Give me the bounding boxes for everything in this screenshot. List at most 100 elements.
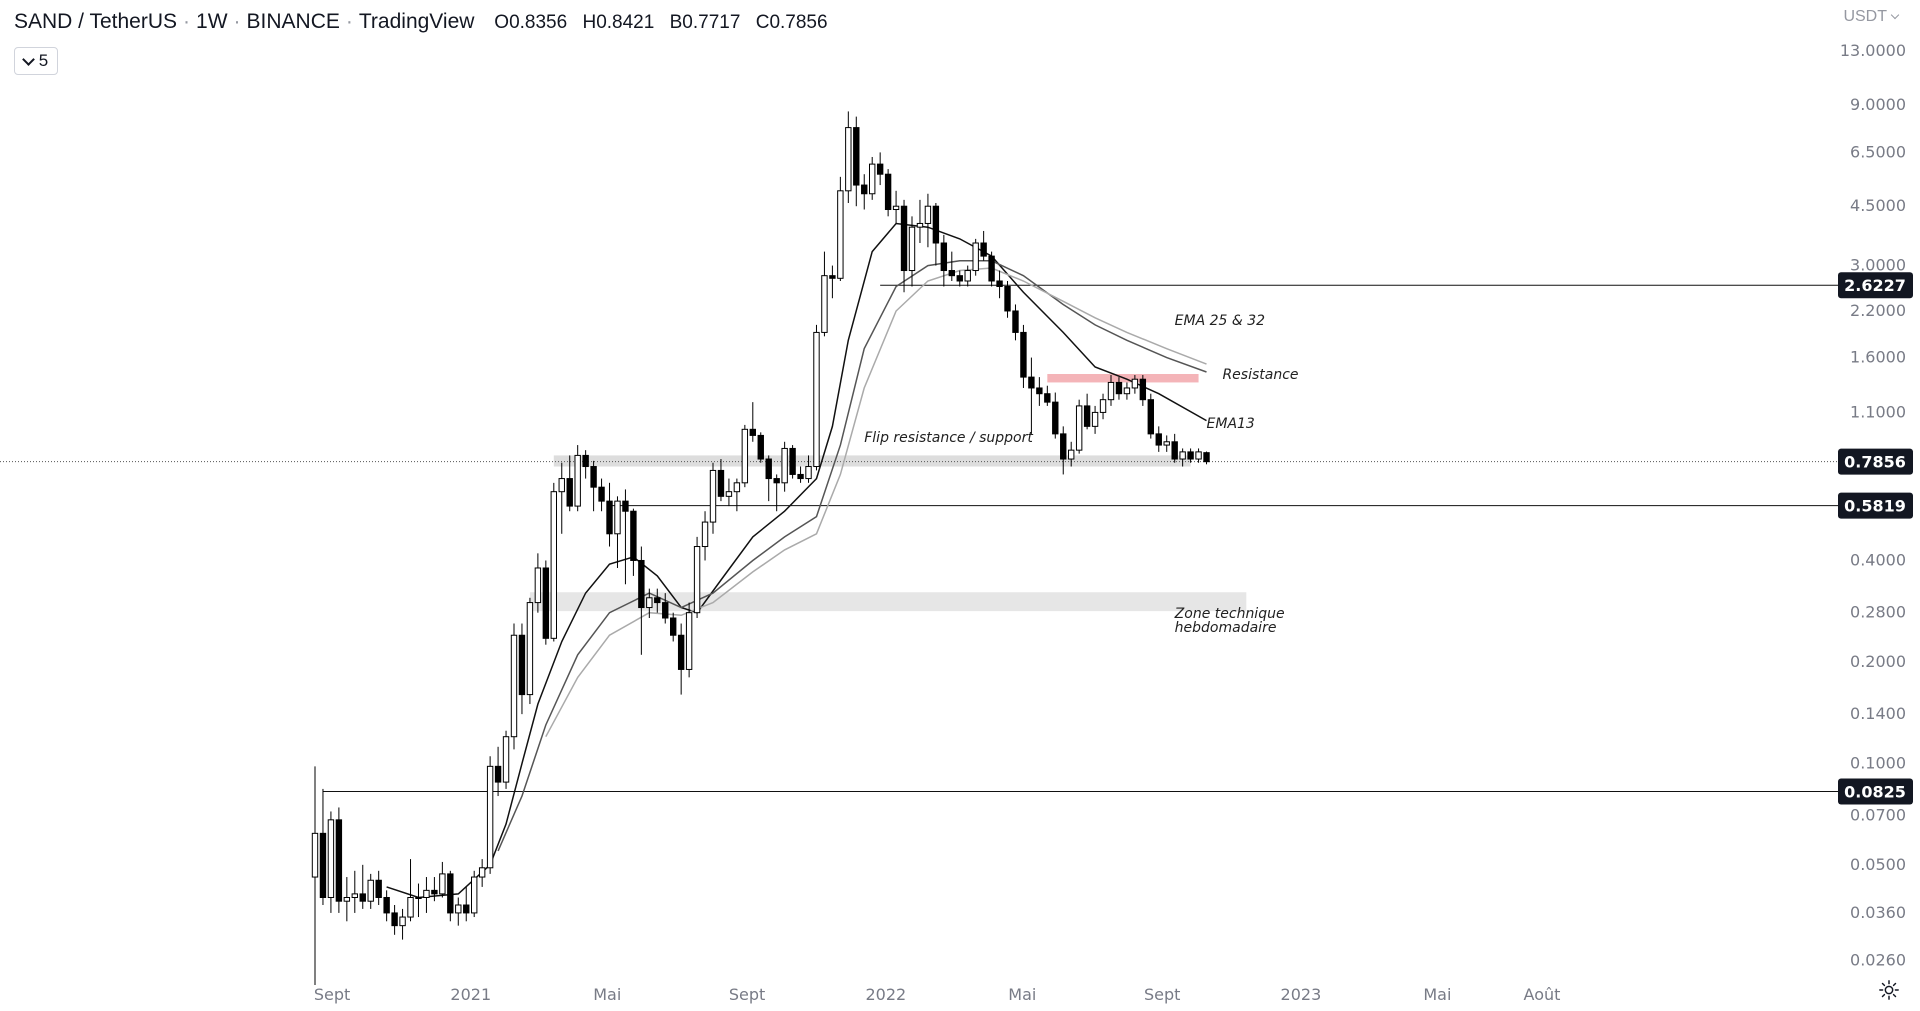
candle-body <box>1012 310 1019 333</box>
chart-annotation: EMA 25 & 32 <box>1175 313 1265 329</box>
candle-body <box>335 819 343 902</box>
y-tick-label: 0.2000 <box>1850 652 1906 671</box>
candle-body <box>1107 381 1115 401</box>
symbol-name[interactable]: SAND / TetherUS <box>14 10 178 33</box>
ohlc-open-key: O <box>494 12 510 33</box>
price-label: 0.5819 <box>1844 497 1906 516</box>
candle-body <box>789 447 796 475</box>
candle-body <box>558 478 565 493</box>
candle-body <box>415 896 422 899</box>
candle-body <box>1091 411 1099 427</box>
x-tick-label: Mai <box>1008 985 1036 1004</box>
candle-body <box>1195 451 1202 460</box>
y-tick-label: 0.1000 <box>1850 753 1906 772</box>
candle-body <box>486 765 494 869</box>
candle-body <box>924 205 932 224</box>
candle-body <box>884 173 892 211</box>
candle-body <box>988 255 995 282</box>
candle-body <box>972 242 979 272</box>
candle-body <box>407 896 414 918</box>
candle-body <box>717 469 725 497</box>
candle-body <box>662 602 669 619</box>
candle-body <box>805 466 812 480</box>
candle-body <box>781 447 788 484</box>
candle-body <box>399 916 406 927</box>
candle-body <box>1171 441 1178 460</box>
candle-body <box>1044 393 1051 403</box>
candle-body <box>837 190 844 279</box>
candle-body <box>916 222 924 228</box>
candle-body <box>606 500 613 535</box>
ohlc-high-key: H <box>582 12 597 33</box>
chart-annotation: hebdomadaire <box>1175 620 1277 636</box>
interval-label[interactable]: 1W <box>196 10 228 33</box>
y-tick-label: 0.0700 <box>1850 806 1906 825</box>
candle-body <box>1052 401 1059 435</box>
candle-body <box>654 597 661 604</box>
indicator-toggle-button[interactable]: 5 <box>14 47 58 75</box>
ema-line-ema13 <box>386 222 1207 899</box>
ohlc-values: O0.8356 H0.8421 B0.7717 C0.7856 <box>494 12 837 33</box>
x-tick-label: 2023 <box>1281 985 1322 1004</box>
candle-body <box>614 500 621 535</box>
candle-body <box>996 280 1003 288</box>
currency-label: USDT <box>1843 8 1887 25</box>
candle-body <box>693 546 701 614</box>
candle-body <box>670 617 677 636</box>
y-tick-label: 3.0000 <box>1850 256 1906 275</box>
x-tick-label: Sept <box>314 985 350 1004</box>
candle-body <box>359 893 366 902</box>
candle-body <box>391 912 398 927</box>
y-tick-label: 0.0500 <box>1850 855 1906 874</box>
indicator-count: 5 <box>38 51 49 70</box>
candle-body <box>1068 449 1075 460</box>
x-tick-label: Mai <box>1423 985 1451 1004</box>
candle-body <box>622 500 629 512</box>
y-tick-label: 1.1000 <box>1850 402 1906 421</box>
x-tick-label: 2021 <box>450 985 491 1004</box>
candle-body <box>431 889 438 895</box>
candle-body <box>1203 452 1210 463</box>
candle-body <box>646 597 653 609</box>
candle-body <box>1083 405 1091 427</box>
candle-body <box>343 896 351 902</box>
ema-line-ema32 <box>545 267 1207 738</box>
candle-body <box>327 819 335 898</box>
candle-body <box>1163 441 1170 446</box>
ohlc-low-value: 0.7717 <box>682 12 741 33</box>
gear-icon[interactable] <box>1878 979 1900 1001</box>
price-label-box <box>1838 492 1913 519</box>
candle-body <box>845 127 852 192</box>
ema-line-ema25 <box>497 260 1207 852</box>
candle-body <box>1028 376 1035 389</box>
source-label: TradingView <box>358 10 475 33</box>
y-tick-label: 0.0260 <box>1850 951 1906 970</box>
candle-body <box>375 879 382 898</box>
candle-body <box>956 275 963 282</box>
candle-body <box>447 873 454 914</box>
candle-body <box>709 469 717 523</box>
candle-body <box>861 184 868 195</box>
candle-body <box>494 765 502 783</box>
candle-body <box>813 331 820 468</box>
candle-body <box>908 226 916 272</box>
currency-selector[interactable]: USDT <box>1843 8 1900 26</box>
ohlc-open-value: 0.8356 <box>509 12 568 33</box>
candle-body <box>463 904 470 914</box>
candle-body <box>1187 451 1194 460</box>
candle-body <box>478 867 486 878</box>
chart-annotation: Flip resistance / support <box>864 430 1033 446</box>
ohlc-high-value: 0.8421 <box>596 12 655 33</box>
candle-body <box>733 482 741 493</box>
candle-body <box>1155 433 1162 446</box>
candle-body <box>765 458 772 480</box>
candle-body <box>892 205 900 211</box>
price-label: 0.0825 <box>1844 783 1906 802</box>
candle-body <box>749 428 756 436</box>
candle-body <box>964 270 971 282</box>
candle-body <box>590 466 597 488</box>
candle-body <box>1060 433 1067 460</box>
chart-annotation: EMA13 <box>1207 416 1255 432</box>
y-tick-label: 0.0360 <box>1850 903 1906 922</box>
